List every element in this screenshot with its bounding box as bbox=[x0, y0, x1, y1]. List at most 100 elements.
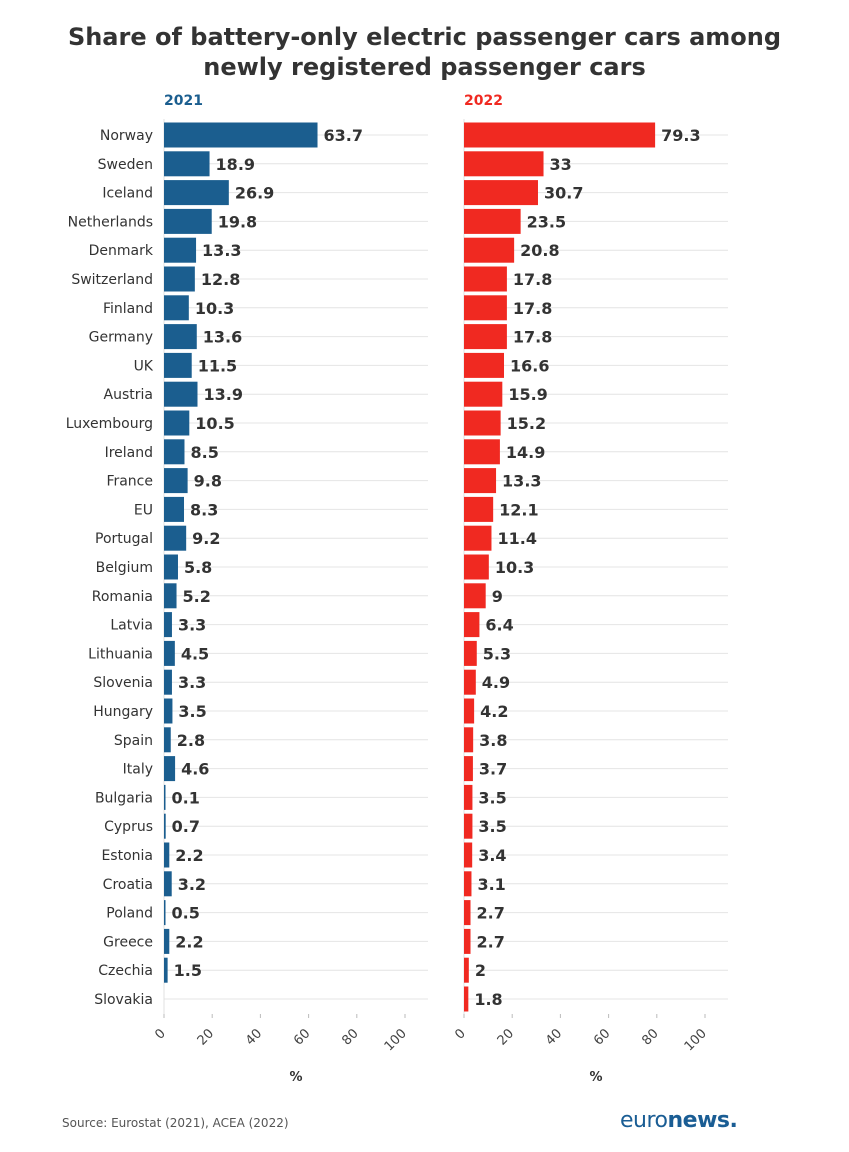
bar-2021 bbox=[164, 554, 178, 580]
value-label-2022: 13.3 bbox=[502, 472, 541, 491]
value-label-2021: 3.2 bbox=[178, 875, 206, 894]
value-label-2022: 14.9 bbox=[506, 443, 545, 462]
bar-2021 bbox=[164, 266, 195, 292]
series-header-2021: 2021 bbox=[164, 93, 203, 109]
value-label-2021: 2.8 bbox=[177, 731, 205, 750]
category-label: Romania bbox=[92, 589, 153, 605]
bar-2022 bbox=[464, 324, 507, 350]
bar-2022 bbox=[464, 756, 473, 782]
bar-2022 bbox=[464, 439, 500, 465]
value-label-2021: 26.9 bbox=[235, 184, 274, 203]
category-label: France bbox=[106, 474, 153, 490]
source-note: Source: Eurostat (2021), ACEA (2022) bbox=[62, 1116, 289, 1130]
bar-2021 bbox=[164, 640, 175, 666]
category-label: Iceland bbox=[102, 186, 153, 202]
bar-2021 bbox=[164, 352, 192, 378]
category-label: Switzerland bbox=[71, 272, 153, 288]
bar-2021 bbox=[164, 813, 166, 839]
x-tick-label: 100 bbox=[382, 1026, 410, 1054]
value-label-2022: 2.7 bbox=[477, 932, 505, 951]
value-label-2022: 2 bbox=[475, 961, 486, 980]
value-label-2022: 2.7 bbox=[477, 904, 505, 923]
value-label-2022: 16.6 bbox=[510, 356, 549, 375]
category-label: Italy bbox=[123, 762, 153, 778]
x-tick-label: 0 bbox=[152, 1026, 168, 1042]
bar-2022 bbox=[464, 784, 473, 810]
chart-title-line2: newly registered passenger cars bbox=[203, 53, 646, 81]
category-label: Croatia bbox=[103, 877, 153, 893]
value-label-2021: 19.8 bbox=[218, 212, 257, 231]
value-label-2021: 10.3 bbox=[195, 299, 234, 318]
euronews-logo: euronews. bbox=[620, 1108, 738, 1133]
value-label-2021: 0.5 bbox=[172, 904, 200, 923]
bar-2022 bbox=[464, 525, 492, 551]
value-label-2021: 10.5 bbox=[195, 414, 234, 433]
bar-2021 bbox=[164, 928, 170, 954]
value-label-2022: 20.8 bbox=[520, 241, 559, 260]
series-header-2022: 2022 bbox=[464, 93, 503, 109]
logo-bold: news bbox=[667, 1108, 731, 1133]
value-label-2022: 12.1 bbox=[499, 500, 538, 519]
bar-2021 bbox=[164, 122, 318, 148]
bar-2022 bbox=[464, 122, 656, 148]
bar-2022 bbox=[464, 381, 503, 407]
bar-2022 bbox=[464, 583, 486, 609]
bar-2021 bbox=[164, 468, 188, 494]
bar-2021 bbox=[164, 439, 185, 465]
bar-2022 bbox=[464, 727, 474, 753]
bar-2021 bbox=[164, 784, 166, 810]
value-label-2021: 3.3 bbox=[178, 673, 206, 692]
bar-2022 bbox=[464, 612, 480, 638]
bar-2021 bbox=[164, 669, 172, 695]
category-label: Luxembourg bbox=[66, 416, 153, 432]
value-label-2022: 6.4 bbox=[485, 616, 513, 635]
value-label-2022: 1.8 bbox=[474, 990, 502, 1009]
value-label-2022: 3.7 bbox=[479, 760, 507, 779]
bar-2022 bbox=[464, 554, 489, 580]
category-label: Lithuania bbox=[88, 646, 153, 662]
bar-2021 bbox=[164, 151, 210, 177]
bar-2022 bbox=[464, 295, 507, 321]
value-label-2021: 8.5 bbox=[190, 443, 218, 462]
x-tick-label: 0 bbox=[452, 1026, 468, 1042]
value-label-2022: 9 bbox=[492, 587, 503, 606]
category-label: Finland bbox=[103, 301, 153, 317]
bar-2022 bbox=[464, 237, 515, 263]
bar-2022 bbox=[464, 640, 477, 666]
category-label: UK bbox=[134, 358, 154, 374]
value-label-2021: 3.3 bbox=[178, 616, 206, 635]
category-label: Germany bbox=[89, 330, 153, 346]
category-label: Slovakia bbox=[94, 992, 153, 1008]
bar-2022 bbox=[464, 813, 473, 839]
bar-2021 bbox=[164, 842, 170, 868]
value-label-2021: 11.5 bbox=[198, 356, 237, 375]
value-label-2022: 17.8 bbox=[513, 299, 552, 318]
chart-title-line1: Share of battery-only electric passenger… bbox=[67, 23, 782, 51]
bar-2021 bbox=[164, 237, 197, 263]
value-label-2022: 33 bbox=[550, 155, 572, 174]
value-label-2021: 18.9 bbox=[216, 155, 255, 174]
value-label-2021: 4.6 bbox=[181, 760, 209, 779]
value-label-2022: 5.3 bbox=[483, 644, 511, 663]
value-label-2021: 0.7 bbox=[172, 817, 200, 836]
category-label: Spain bbox=[114, 733, 153, 749]
bar-2021 bbox=[164, 698, 173, 724]
value-label-2022: 30.7 bbox=[544, 184, 583, 203]
value-label-2022: 11.4 bbox=[497, 529, 536, 548]
bar-2022 bbox=[464, 957, 469, 983]
bar-2021 bbox=[164, 208, 212, 234]
bar-2021 bbox=[164, 180, 229, 206]
x-tick-label: 20 bbox=[495, 1026, 517, 1048]
value-label-2022: 17.8 bbox=[513, 328, 552, 347]
category-label: Estonia bbox=[101, 848, 153, 864]
bar-2021 bbox=[164, 727, 171, 753]
bar-2021 bbox=[164, 381, 198, 407]
value-label-2021: 8.3 bbox=[190, 500, 218, 519]
category-label: Cyprus bbox=[104, 819, 153, 835]
bar-2022 bbox=[464, 900, 471, 926]
x-tick-label: 40 bbox=[543, 1026, 565, 1048]
value-label-2021: 5.8 bbox=[184, 558, 212, 577]
value-label-2021: 9.2 bbox=[192, 529, 220, 548]
value-label-2022: 3.4 bbox=[478, 846, 506, 865]
